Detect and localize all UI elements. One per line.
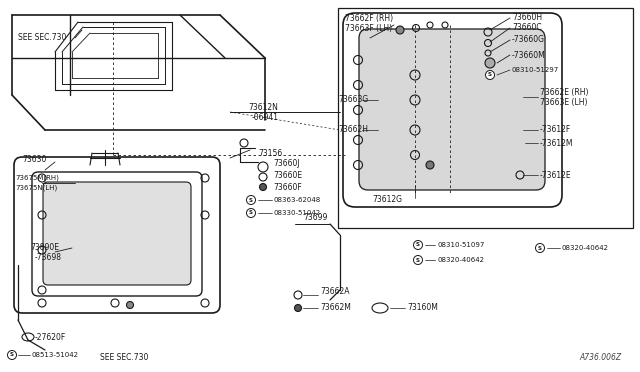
Text: 73660E: 73660E xyxy=(273,170,302,180)
Text: 73890E: 73890E xyxy=(30,244,59,253)
Text: -27620F: -27620F xyxy=(35,333,67,341)
Text: 73663G: 73663G xyxy=(338,96,368,105)
Text: 73160M: 73160M xyxy=(407,304,438,312)
Text: 08330-51042: 08330-51042 xyxy=(274,210,321,216)
Circle shape xyxy=(259,183,266,190)
Text: A736.006Z: A736.006Z xyxy=(580,353,622,362)
Text: 73612N: 73612N xyxy=(248,103,278,112)
Text: -73698: -73698 xyxy=(35,253,62,263)
FancyBboxPatch shape xyxy=(359,29,545,190)
Circle shape xyxy=(413,256,422,264)
Text: -73660G: -73660G xyxy=(512,35,545,45)
Text: S: S xyxy=(488,73,492,77)
Text: 08310-51297: 08310-51297 xyxy=(512,67,559,73)
Circle shape xyxy=(486,71,495,80)
Text: S: S xyxy=(416,257,420,263)
Text: S: S xyxy=(249,198,253,202)
Circle shape xyxy=(8,350,17,359)
Text: S: S xyxy=(10,353,14,357)
Circle shape xyxy=(536,244,545,253)
Circle shape xyxy=(127,301,134,308)
Text: 73660C: 73660C xyxy=(512,23,541,32)
Circle shape xyxy=(426,161,434,169)
Text: 73662A: 73662A xyxy=(320,288,349,296)
Text: 08310-51097: 08310-51097 xyxy=(437,242,484,248)
Text: 08320-40642: 08320-40642 xyxy=(562,245,609,251)
Text: 73699: 73699 xyxy=(303,214,328,222)
Text: 73675N(LH): 73675N(LH) xyxy=(15,185,57,191)
Circle shape xyxy=(485,58,495,68)
Text: 73660H: 73660H xyxy=(512,13,542,22)
Text: SEE SEC.730: SEE SEC.730 xyxy=(100,353,148,362)
Circle shape xyxy=(396,26,404,34)
Text: S: S xyxy=(249,211,253,215)
Text: 73660J: 73660J xyxy=(273,158,300,167)
Text: S: S xyxy=(416,243,420,247)
Bar xyxy=(338,8,633,228)
FancyBboxPatch shape xyxy=(43,182,191,285)
Text: 73662F (RH): 73662F (RH) xyxy=(345,13,393,22)
Text: 73156: 73156 xyxy=(258,148,282,157)
Text: -73612F: -73612F xyxy=(540,125,572,135)
Text: 73662E (RH): 73662E (RH) xyxy=(540,87,589,96)
Circle shape xyxy=(413,241,422,250)
Text: 08320-40642: 08320-40642 xyxy=(437,257,484,263)
Text: -06941: -06941 xyxy=(252,112,279,122)
Circle shape xyxy=(246,208,255,218)
Text: S: S xyxy=(538,246,542,250)
Text: 73630: 73630 xyxy=(22,155,46,164)
Text: 73660F: 73660F xyxy=(273,183,301,192)
Text: SEE SEC.730: SEE SEC.730 xyxy=(18,33,67,42)
Text: 73612G: 73612G xyxy=(372,196,402,205)
Text: 08363-62048: 08363-62048 xyxy=(274,197,321,203)
Text: 73663E (LH): 73663E (LH) xyxy=(540,97,588,106)
Text: 73675M(RH): 73675M(RH) xyxy=(15,175,59,181)
Text: 73663F (LH): 73663F (LH) xyxy=(345,23,392,32)
Circle shape xyxy=(294,305,301,311)
Text: -73660M: -73660M xyxy=(512,51,546,60)
Text: 73662M: 73662M xyxy=(320,304,351,312)
Circle shape xyxy=(246,196,255,205)
Text: 73662H: 73662H xyxy=(338,125,368,135)
Text: -73612M: -73612M xyxy=(540,138,573,148)
Text: 08513-51042: 08513-51042 xyxy=(32,352,79,358)
Text: -73612E: -73612E xyxy=(540,170,572,180)
